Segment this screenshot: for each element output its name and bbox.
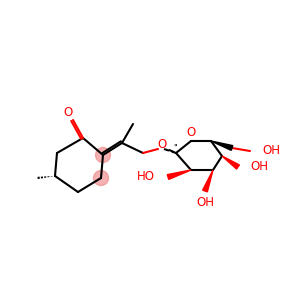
- Text: O: O: [158, 139, 166, 152]
- Polygon shape: [167, 170, 191, 179]
- Circle shape: [95, 148, 110, 163]
- Text: OH: OH: [250, 160, 268, 172]
- Text: OH: OH: [262, 145, 280, 158]
- Polygon shape: [211, 141, 233, 150]
- Polygon shape: [203, 170, 213, 192]
- Polygon shape: [222, 156, 239, 169]
- Text: OH: OH: [196, 196, 214, 208]
- Text: '': '': [173, 143, 177, 152]
- Text: HO: HO: [137, 170, 155, 184]
- Circle shape: [94, 170, 109, 185]
- Text: O: O: [186, 127, 196, 140]
- Text: O: O: [63, 106, 73, 118]
